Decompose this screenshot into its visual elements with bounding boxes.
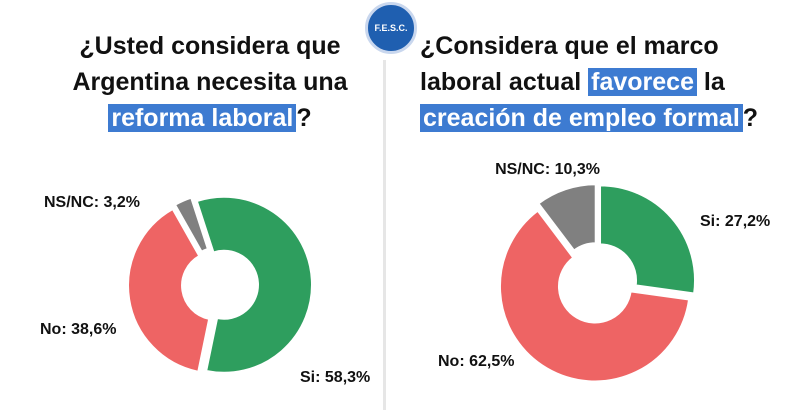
title-line: ¿Usted considera que bbox=[40, 28, 380, 64]
data-label: NS/NC: 3,2% bbox=[44, 194, 140, 211]
title-line: laboral actual favorece la bbox=[420, 64, 780, 100]
title-text: Argentina necesita una bbox=[72, 68, 348, 96]
donut-slice bbox=[599, 184, 696, 295]
highlight-text: favorece bbox=[588, 68, 697, 96]
title-line: creación de empleo formal? bbox=[420, 100, 780, 136]
value-label: 10,3% bbox=[555, 161, 600, 178]
title-text: ? bbox=[296, 104, 312, 132]
value-label: 3,2% bbox=[104, 194, 140, 211]
data-label: Si: 58,3% bbox=[300, 369, 370, 386]
data-label: No: 38,6% bbox=[40, 321, 116, 338]
logo: F.E.S.C. bbox=[365, 2, 417, 54]
donut-slice bbox=[195, 195, 313, 374]
category-label: No: bbox=[40, 321, 67, 338]
title-line: Argentina necesita una bbox=[40, 64, 380, 100]
donut-slice bbox=[498, 209, 691, 383]
category-label: Si: bbox=[300, 369, 320, 386]
category-label: No: bbox=[438, 353, 465, 370]
donut-slice bbox=[173, 196, 210, 254]
category-label: NS/NC: bbox=[44, 194, 99, 211]
chart-title: ¿Considera que el marco laboral actual fa… bbox=[420, 28, 780, 136]
value-label: 62,5% bbox=[469, 353, 514, 370]
value-label: 58,3% bbox=[325, 369, 370, 386]
title-text: ¿Usted considera que bbox=[79, 32, 341, 60]
data-label: No: 62,5% bbox=[438, 353, 514, 370]
data-label: NS/NC: 10,3% bbox=[495, 161, 600, 178]
value-label: 38,6% bbox=[71, 321, 116, 338]
title-text: la bbox=[696, 68, 725, 96]
data-label: Si: 27,2% bbox=[700, 213, 770, 230]
donut-slice bbox=[537, 183, 597, 252]
title-text: laboral actual bbox=[420, 68, 589, 96]
title-text: ¿Considera que el marco bbox=[420, 32, 719, 60]
highlight-text: reforma laboral bbox=[108, 104, 297, 132]
category-label: Si: bbox=[700, 213, 720, 230]
title-line: ¿Considera que el marco bbox=[420, 28, 780, 64]
divider bbox=[383, 60, 386, 410]
category-label: NS/NC: bbox=[495, 161, 550, 178]
value-label: 27,2% bbox=[725, 213, 770, 230]
chart-title: ¿Usted considera que Argentina necesita u… bbox=[40, 28, 380, 136]
title-text: ? bbox=[742, 104, 759, 132]
donut-slice bbox=[127, 207, 211, 373]
highlight-text: creación de empleo formal bbox=[420, 104, 743, 132]
title-line: reforma laboral? bbox=[40, 100, 380, 136]
